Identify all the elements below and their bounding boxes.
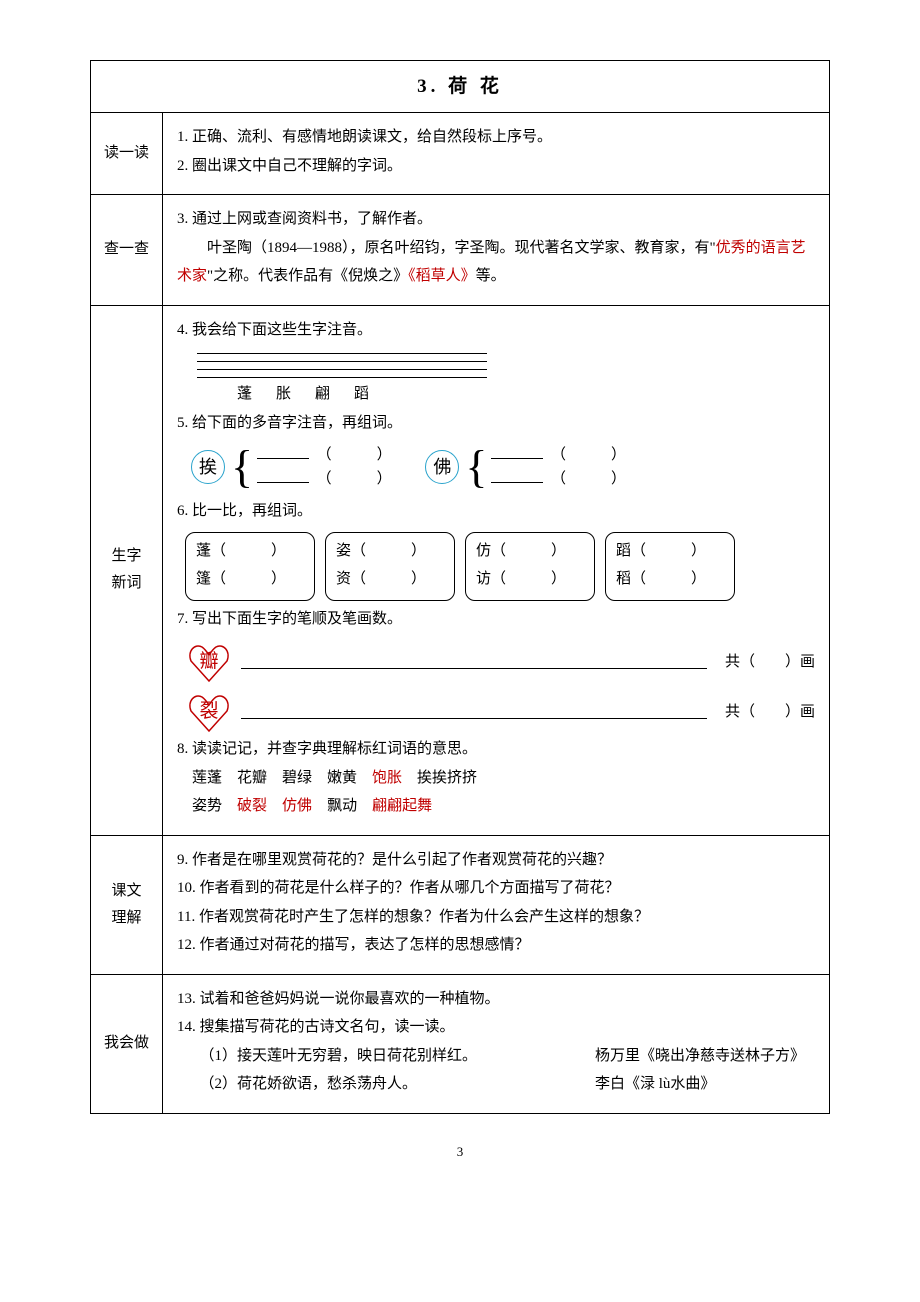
vocab-red: 饱胀 [372, 770, 402, 786]
word-box[interactable]: 姿（ ） 资（ ） [325, 532, 455, 601]
brace-icon: { [465, 449, 487, 486]
poem-author: 李白《渌 lù水曲》 [595, 1070, 815, 1099]
section-read: 1. 正确、流利、有感情地朗读课文，给自然段标上序号。 2. 圈出课文中自己不理… [163, 113, 830, 195]
section-words: 4. 我会给下面这些生字注音。 蓬胀翩蹈 5. 给下面的多音字注音，再组词。 挨… [163, 305, 830, 835]
word-box[interactable]: 仿（ ） 访（ ） [465, 532, 595, 601]
vocab [267, 798, 282, 814]
compare-boxes: 蓬（ ） 篷（ ） 姿（ ） 资（ ） 仿（ ） 访（ ） 蹈（ ） 稻（ ） [185, 532, 815, 601]
vocab-line1: 莲蓬 花瓣 碧绿 嫩黄 饱胀 挨挨挤挤 [177, 764, 815, 793]
label-l1: 生字 [111, 548, 141, 564]
box-line: 姿（ ） [336, 537, 444, 566]
box-line: 稻（ ） [616, 565, 724, 594]
para-pre: 叶圣陶（1894—1988），原名叶绍钧，字圣陶。现代著名文学家、教育家，有" [177, 240, 716, 256]
text-line: 10. 作者看到的荷花是什么样子的？作者从哪几个方面描写了荷花？ [177, 874, 815, 903]
section-label-comp: 课文 理解 [91, 835, 163, 974]
stroke-row: 瓣 共（ ）画 [187, 641, 815, 683]
vocab: 飘动 [312, 798, 372, 814]
author-para: 叶圣陶（1894—1988），原名叶绍钧，字圣陶。现代著名文学家、教育家，有"优… [177, 234, 815, 291]
poem-row: （2）荷花娇欲语，愁杀荡舟人。 李白《渌 lù水曲》 [177, 1070, 815, 1099]
section-label-read: 读一读 [91, 113, 163, 195]
heart-icon: 瓣 [187, 641, 231, 683]
poem-row: （1）接天莲叶无穷碧，映日荷花别样红。 杨万里《晓出净慈寺送林子方》 [177, 1042, 815, 1071]
polyphone-row: 挨 { （ ） （ ） 佛 { （ ） （ ） [191, 443, 815, 491]
blank-group[interactable]: （ ） （ ） [257, 443, 392, 491]
heart-char: 瓣 [199, 644, 218, 680]
polyphone-ai: 挨 { （ ） （ ） [191, 443, 392, 491]
polyphone-fo: 佛 { （ ） （ ） [425, 443, 626, 491]
worksheet-table: 3. 荷 花 读一读 1. 正确、流利、有感情地朗读课文，给自然段标上序号。 2… [90, 60, 830, 1114]
circled-char: 挨 [191, 450, 225, 484]
text-line: 12. 作者通过对荷花的描写，表达了怎样的思想感情？ [177, 931, 815, 960]
vocab-red: 仿佛 [282, 798, 312, 814]
word-box[interactable]: 蹈（ ） 稻（ ） [605, 532, 735, 601]
q7: 7. 写出下面生字的笔顺及笔画数。 [177, 605, 815, 634]
stroke-count[interactable]: 共（ ）画 [725, 648, 815, 677]
box-line: 仿（ ） [476, 537, 584, 566]
vocab: 姿势 [177, 798, 237, 814]
stroke-row: 裂 共（ ）画 [187, 691, 815, 733]
circled-char: 佛 [425, 450, 459, 484]
page-number: 3 [90, 1144, 830, 1160]
text-line: 11. 作者观赏荷花时产生了怎样的想象？作者为什么会产生这样的想象？ [177, 903, 815, 932]
text-line: 1. 正确、流利、有感情地朗读课文，给自然段标上序号。 [177, 123, 815, 152]
box-line: 篷（ ） [196, 565, 304, 594]
stroke-blank[interactable] [241, 705, 707, 719]
text-line: 2. 圈出课文中自己不理解的字词。 [177, 152, 815, 181]
label-l2: 新词 [111, 575, 141, 591]
section-label-lookup: 查一查 [91, 195, 163, 306]
heart-char: 裂 [199, 694, 218, 730]
q5: 5. 给下面的多音字注音，再组词。 [177, 409, 815, 438]
blank-group[interactable]: （ ） （ ） [491, 443, 626, 491]
heart-icon: 裂 [187, 691, 231, 733]
vocab-line2: 姿势 破裂 仿佛 飘动 翩翩起舞 [177, 792, 815, 821]
box-line: 资（ ） [336, 565, 444, 594]
para-mid: "之称。代表作品有《倪焕之》 [207, 268, 408, 284]
stroke-count[interactable]: 共（ ）画 [725, 698, 815, 727]
text-line: 13. 试着和爸爸妈妈说一说你最喜欢的一种植物。 [177, 985, 815, 1014]
pinyin-grid[interactable] [197, 346, 815, 378]
vocab: 挨挨挤挤 [402, 770, 477, 786]
section-label-do: 我会做 [91, 974, 163, 1113]
q6: 6. 比一比，再组词。 [177, 497, 815, 526]
brace-icon: { [231, 449, 253, 486]
word-box[interactable]: 蓬（ ） 篷（ ） [185, 532, 315, 601]
stroke-blank[interactable] [241, 655, 707, 669]
pinyin-chars: 蓬胀翩蹈 [237, 380, 815, 409]
vocab-red: 破裂 [237, 798, 267, 814]
q4: 4. 我会给下面这些生字注音。 [177, 316, 815, 345]
vocab: 莲蓬 花瓣 碧绿 嫩黄 [177, 770, 372, 786]
para-post: 等。 [476, 268, 506, 284]
box-line: 访（ ） [476, 565, 584, 594]
section-do: 13. 试着和爸爸妈妈说一说你最喜欢的一种植物。 14. 搜集描写荷花的古诗文名… [163, 974, 830, 1113]
section-comp: 9. 作者是在哪里观赏荷花的？是什么引起了作者观赏荷花的兴趣？ 10. 作者看到… [163, 835, 830, 974]
vocab-red: 翩翩起舞 [372, 798, 432, 814]
para-red2: 《稻草人》 [408, 268, 476, 284]
text-line: 14. 搜集描写荷花的古诗文名句，读一读。 [177, 1013, 815, 1042]
page-title: 3. 荷 花 [91, 61, 830, 113]
text-line: 3. 通过上网或查阅资料书，了解作者。 [177, 205, 815, 234]
label-l1: 课文 [111, 883, 141, 899]
box-line: 蓬（ ） [196, 537, 304, 566]
poem-text: （1）接天莲叶无穷碧，映日荷花别样红。 [177, 1042, 595, 1071]
section-lookup: 3. 通过上网或查阅资料书，了解作者。 叶圣陶（1894—1988），原名叶绍钧… [163, 195, 830, 306]
section-label-words: 生字 新词 [91, 305, 163, 835]
text-line: 9. 作者是在哪里观赏荷花的？是什么引起了作者观赏荷花的兴趣？ [177, 846, 815, 875]
label-l2: 理解 [111, 910, 141, 926]
box-line: 蹈（ ） [616, 537, 724, 566]
poem-author: 杨万里《晓出净慈寺送林子方》 [595, 1042, 815, 1071]
q8: 8. 读读记记，并查字典理解标红词语的意思。 [177, 735, 815, 764]
poem-text: （2）荷花娇欲语，愁杀荡舟人。 [177, 1070, 595, 1099]
